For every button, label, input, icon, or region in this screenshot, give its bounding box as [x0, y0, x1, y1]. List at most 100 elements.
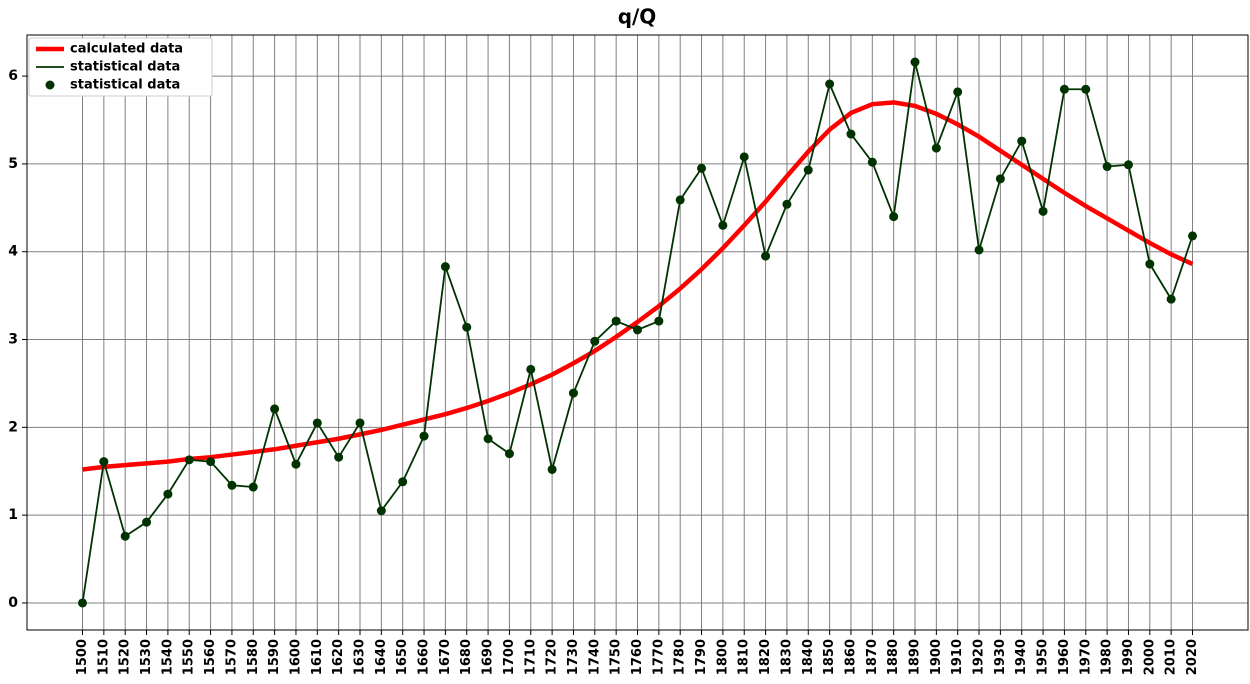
legend-label: calculated data	[70, 42, 183, 57]
x-tick-label: 1940	[1014, 639, 1029, 675]
x-tick-label: 1720	[545, 639, 560, 675]
data-point	[270, 404, 280, 414]
x-tick-label: 1700	[502, 639, 517, 675]
data-point	[78, 598, 87, 608]
data-point	[355, 418, 365, 428]
data-point	[867, 157, 877, 167]
y-tick-label: 3	[8, 332, 18, 348]
x-tick-label: 1610	[310, 639, 325, 675]
x-tick-label: 1520	[118, 639, 133, 675]
data-point	[312, 418, 322, 428]
data-point	[675, 195, 685, 205]
data-point	[1166, 294, 1176, 304]
data-point	[1081, 84, 1091, 94]
x-tick-label: 1780	[673, 639, 688, 675]
x-tick-label: 1980	[1100, 639, 1115, 675]
x-tick-label: 1640	[374, 639, 389, 675]
x-tick-label: 1760	[630, 639, 645, 675]
x-tick-label: 1750	[609, 639, 624, 675]
x-tick-label: 1920	[972, 639, 987, 675]
data-point	[227, 480, 237, 490]
x-tick-label: 1900	[929, 639, 944, 675]
x-tick-label: 1860	[843, 639, 858, 675]
x-tick-label: 1820	[758, 639, 773, 675]
x-tick-label: 1910	[950, 639, 965, 675]
data-point	[974, 245, 984, 255]
data-point	[590, 336, 600, 346]
data-point	[248, 482, 258, 492]
data-point	[633, 325, 642, 335]
y-tick-label: 4	[8, 244, 18, 260]
data-point	[440, 262, 450, 272]
data-point	[1102, 162, 1112, 172]
x-tick-label: 1770	[651, 639, 666, 675]
data-point	[697, 163, 707, 173]
legend-label: statistical data	[70, 78, 180, 93]
data-point	[206, 457, 216, 467]
x-tick-label: 1650	[395, 639, 410, 675]
x-tick-label: 1660	[417, 639, 432, 675]
x-tick-label: 1690	[481, 639, 496, 675]
x-tick-label: 1590	[267, 639, 282, 675]
x-tick-label: 1570	[224, 639, 239, 675]
x-tick-label: 1870	[865, 639, 880, 675]
x-tick-label: 1550	[182, 639, 197, 675]
x-tick-label: 1540	[160, 639, 175, 675]
data-point	[504, 449, 514, 459]
data-point	[163, 489, 173, 499]
x-tick-label: 1730	[566, 639, 581, 675]
x-tick-label: 2000	[1142, 639, 1157, 675]
data-point	[1145, 259, 1155, 269]
y-tick-label: 1	[8, 507, 18, 523]
x-tick-label: 1580	[246, 639, 261, 675]
data-point	[334, 452, 344, 462]
x-tick-label: 1950	[1036, 639, 1051, 675]
data-point	[142, 517, 152, 527]
x-tick-label: 1790	[694, 639, 709, 675]
data-point	[889, 212, 899, 222]
x-tick-label: 1560	[203, 639, 218, 675]
data-point	[526, 364, 536, 374]
data-point	[120, 531, 130, 541]
data-point	[953, 87, 963, 97]
x-tick-label: 1600	[288, 639, 303, 675]
data-point	[1038, 206, 1048, 216]
x-tick-label: 1630	[353, 639, 368, 675]
data-point	[99, 457, 109, 467]
x-tick-label: 1840	[801, 639, 816, 675]
x-tick-label: 1670	[438, 639, 453, 675]
data-point	[291, 459, 301, 469]
data-point	[846, 129, 856, 139]
x-tick-label: 1500	[75, 639, 90, 675]
data-point	[782, 199, 792, 209]
data-point	[398, 477, 408, 487]
plot-frame	[26, 34, 1249, 631]
legend-label: statistical data	[70, 60, 180, 75]
x-tick-label: 1620	[331, 639, 346, 675]
x-tick-label: 1510	[96, 639, 111, 675]
x-tick-label: 1970	[1078, 639, 1093, 675]
y-tick-label: 0	[8, 595, 18, 611]
x-tick-label: 1990	[1121, 639, 1136, 675]
x-tick-label: 1830	[779, 639, 794, 675]
x-tick-label: 1880	[886, 639, 901, 675]
x-tick-label: 1960	[1057, 639, 1072, 675]
chart-title: q/Q	[618, 5, 657, 29]
data-point	[419, 431, 429, 441]
x-tick-label: 1810	[737, 639, 752, 675]
data-point	[825, 79, 835, 89]
y-tick-label: 2	[8, 419, 18, 435]
x-tick-label: 1930	[993, 639, 1008, 675]
data-point	[739, 152, 749, 162]
data-point	[910, 57, 920, 67]
x-tick-label: 2010	[1164, 639, 1179, 675]
data-point	[931, 143, 941, 153]
x-tick-label: 1710	[523, 639, 538, 675]
x-tick-label: 1890	[908, 639, 923, 675]
x-tick-label: 1680	[459, 639, 474, 675]
x-tick-label: 2020	[1185, 639, 1200, 675]
x-tick-label: 1850	[822, 639, 837, 675]
data-point	[1059, 84, 1069, 94]
data-point	[611, 316, 621, 326]
data-point	[654, 316, 664, 326]
